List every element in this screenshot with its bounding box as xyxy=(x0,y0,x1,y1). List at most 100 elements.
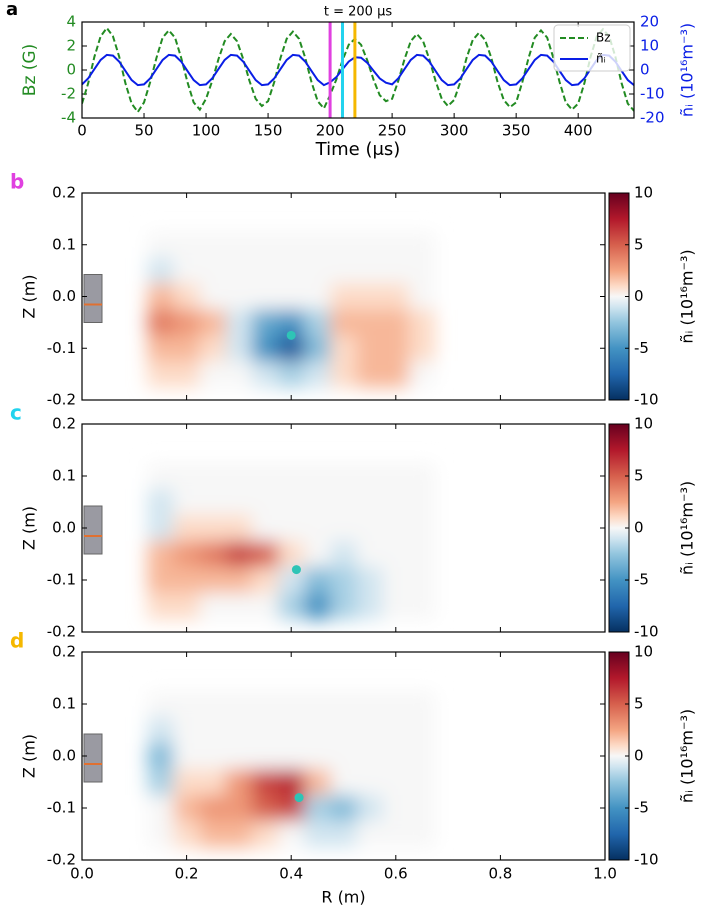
heatmap-cell xyxy=(147,769,175,796)
heatmap-cell xyxy=(225,283,253,310)
series-line xyxy=(82,26,634,114)
colorbar-tick-label: 5 xyxy=(634,235,644,253)
heatmap-cell xyxy=(408,515,436,542)
heatmap-cell xyxy=(199,567,227,594)
heatmap-cell xyxy=(330,257,358,285)
heatmap-cell xyxy=(199,309,227,336)
colorbar-tick-label: 5 xyxy=(634,467,644,485)
colorbar-tick-label: 0 xyxy=(634,287,644,305)
y-tick-label: -0.1 xyxy=(47,339,76,357)
heatmap-cell xyxy=(356,361,384,388)
heatmap-cell xyxy=(330,769,358,796)
heatmap-cell xyxy=(173,335,201,362)
y2-tick-label: 20 xyxy=(640,13,659,31)
heatmap-cell xyxy=(330,795,358,822)
heatmap-cell xyxy=(251,541,279,568)
colorbar-tick-label: 10 xyxy=(634,184,653,202)
heatmap-cell xyxy=(199,335,227,362)
heatmap-cell xyxy=(199,593,227,620)
y-tick-label: 2 xyxy=(66,37,76,55)
heatmap-cell xyxy=(199,489,227,516)
x-tick-label: 250 xyxy=(378,122,407,140)
heatmap-cell xyxy=(356,283,384,310)
heatmap-cell xyxy=(304,489,331,516)
heatmap-cell xyxy=(408,821,436,848)
heatmap-cell xyxy=(278,541,305,568)
heatmap-cell xyxy=(330,567,358,594)
heatmap-cell xyxy=(408,795,436,822)
heatmap-cell xyxy=(408,463,436,490)
heatmap-cell xyxy=(225,515,253,542)
y-tick-label: 0.0 xyxy=(52,287,76,305)
heatmap-cell xyxy=(251,821,279,848)
heatmap-cell xyxy=(225,361,253,388)
heatmap-cell xyxy=(278,463,305,490)
heatmap-cell xyxy=(251,463,279,490)
heatmap-cell xyxy=(356,567,384,594)
heatmap-cell xyxy=(199,257,227,285)
heatmap-cell xyxy=(408,283,436,310)
y-tick-label: 0.1 xyxy=(52,467,76,485)
colorbar-tick-label: 5 xyxy=(634,695,644,713)
heatmap-cell xyxy=(304,515,331,542)
y-axis-label: Z (m) xyxy=(20,274,39,318)
axes-frame xyxy=(81,651,606,861)
heatmap-cell xyxy=(173,361,201,388)
heatmap-cell xyxy=(382,515,410,542)
heatmap-cell xyxy=(356,489,384,516)
heatmap-cell xyxy=(408,309,436,336)
heatmap-cell xyxy=(278,361,305,388)
y2-tick-label: 0 xyxy=(640,61,650,79)
heatmap-cell xyxy=(408,361,436,388)
heatmap-cell xyxy=(147,743,175,770)
y-tick-label: -0.1 xyxy=(47,571,76,589)
heatmap-cell xyxy=(147,593,175,620)
heatmap-cell xyxy=(330,821,358,848)
heatmap-cell xyxy=(356,257,384,285)
heatmap-cell xyxy=(304,743,331,770)
heatmap-cell xyxy=(173,743,201,770)
heatmap-cell xyxy=(382,593,410,620)
heatmap-cell xyxy=(147,335,175,362)
heatmap-cell xyxy=(382,691,410,718)
heatmap xyxy=(147,691,436,848)
heatmap-cell xyxy=(147,691,175,718)
legend-box xyxy=(553,24,631,72)
heatmap-cell xyxy=(173,309,201,336)
heatmap-cell xyxy=(251,257,279,285)
heatmap-cell xyxy=(382,489,410,516)
heatmap-cell xyxy=(173,463,201,490)
heatmap-clip xyxy=(147,231,436,388)
heatmap-cell xyxy=(304,335,331,362)
heatmap-cell xyxy=(304,541,331,568)
heatmap-cell xyxy=(173,769,201,796)
heatmap-cell xyxy=(330,515,358,542)
x-tick-label: 200 xyxy=(316,122,345,140)
heatmap-cell xyxy=(304,257,331,285)
heatmap-cell xyxy=(356,821,384,848)
heatmap-cell xyxy=(225,567,253,594)
heatmap-cell xyxy=(199,361,227,388)
heatmap-cell xyxy=(147,717,175,744)
heatmap-cell xyxy=(304,231,331,259)
heatmap-cell xyxy=(304,567,331,594)
y-tick-label: 0.2 xyxy=(52,184,76,202)
heatmap-cell xyxy=(225,691,253,718)
y-tick-label: 0.1 xyxy=(52,235,76,253)
colorbar-tick-label: -10 xyxy=(634,851,659,869)
panel-label: b xyxy=(10,170,24,194)
heatmap-cell xyxy=(251,593,279,620)
x-tick-label: 0.8 xyxy=(488,865,512,883)
heatmap-cell xyxy=(278,743,305,770)
electrode xyxy=(83,733,103,783)
y-tick-label: -0.2 xyxy=(47,391,76,409)
legend-label: Bz xyxy=(596,31,611,45)
heatmap-cell xyxy=(251,231,279,259)
title: t = 200 μs xyxy=(324,5,392,20)
heatmap-cell xyxy=(304,283,331,310)
x-tick-label: 0 xyxy=(77,122,87,140)
heatmap-cell xyxy=(225,463,253,490)
heatmap-cell xyxy=(278,691,305,718)
colorbar-tick-label: 10 xyxy=(634,415,653,433)
heatmap-cell xyxy=(225,821,253,848)
